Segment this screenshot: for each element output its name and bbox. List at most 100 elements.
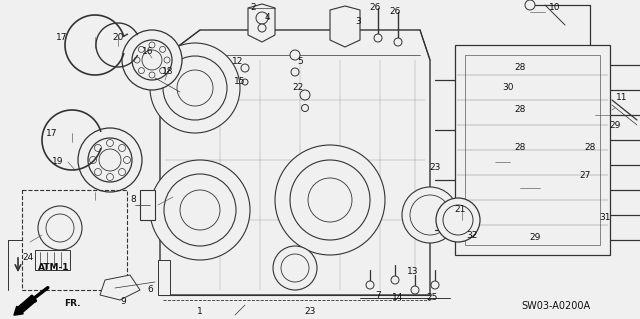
Circle shape — [138, 68, 145, 74]
Circle shape — [410, 195, 450, 235]
Polygon shape — [248, 4, 275, 42]
Bar — [35, 250, 70, 270]
Text: 21: 21 — [454, 205, 466, 214]
Text: 18: 18 — [163, 68, 173, 77]
Text: 27: 27 — [579, 170, 591, 180]
Circle shape — [118, 145, 125, 152]
Circle shape — [88, 138, 132, 182]
Text: 17: 17 — [46, 129, 58, 137]
Circle shape — [122, 30, 182, 90]
Circle shape — [106, 174, 113, 181]
Circle shape — [118, 168, 125, 175]
Circle shape — [431, 281, 439, 289]
Circle shape — [99, 149, 121, 171]
Text: 1: 1 — [197, 308, 203, 316]
Text: 20: 20 — [112, 33, 124, 41]
Text: 29: 29 — [529, 234, 541, 242]
Text: SW03-A0200A: SW03-A0200A — [522, 301, 591, 311]
Text: 28: 28 — [515, 63, 525, 72]
Text: 30: 30 — [502, 84, 514, 93]
Text: 23: 23 — [304, 308, 316, 316]
Circle shape — [78, 128, 142, 192]
Text: 4: 4 — [264, 13, 270, 23]
Circle shape — [138, 46, 145, 52]
Circle shape — [308, 178, 352, 222]
Circle shape — [281, 254, 309, 282]
Circle shape — [525, 0, 535, 10]
Circle shape — [290, 160, 370, 240]
Text: 7: 7 — [375, 291, 381, 300]
Circle shape — [366, 281, 374, 289]
Circle shape — [273, 246, 317, 290]
Bar — [455, 45, 610, 255]
Circle shape — [275, 145, 385, 255]
Text: 9: 9 — [120, 298, 126, 307]
Text: 15: 15 — [234, 78, 246, 86]
Circle shape — [38, 206, 82, 250]
Text: 24: 24 — [22, 254, 34, 263]
Circle shape — [149, 72, 155, 78]
Text: 8: 8 — [130, 196, 136, 204]
Text: 2: 2 — [250, 4, 256, 12]
Text: 28: 28 — [584, 144, 596, 152]
Text: ATM-1: ATM-1 — [38, 263, 70, 272]
Circle shape — [291, 68, 299, 76]
FancyArrow shape — [14, 295, 36, 315]
Text: 10: 10 — [549, 4, 561, 12]
Circle shape — [391, 276, 399, 284]
Circle shape — [164, 57, 170, 63]
Circle shape — [134, 57, 140, 63]
Circle shape — [394, 38, 402, 46]
Text: 23: 23 — [429, 164, 441, 173]
Circle shape — [411, 286, 419, 294]
Text: 6: 6 — [147, 286, 153, 294]
Circle shape — [180, 190, 220, 230]
Text: 22: 22 — [292, 84, 303, 93]
Circle shape — [159, 68, 166, 74]
Polygon shape — [330, 6, 360, 47]
Circle shape — [142, 50, 162, 70]
Circle shape — [132, 40, 172, 80]
Circle shape — [159, 46, 166, 52]
Text: FR.: FR. — [64, 300, 81, 308]
Text: 26: 26 — [369, 4, 381, 12]
Polygon shape — [100, 275, 140, 300]
Text: 14: 14 — [392, 293, 404, 302]
Circle shape — [106, 139, 113, 146]
Polygon shape — [140, 190, 155, 220]
Bar — [22, 190, 127, 290]
Circle shape — [301, 105, 308, 112]
Text: 13: 13 — [407, 268, 419, 277]
Text: 26: 26 — [389, 8, 401, 17]
Text: 32: 32 — [467, 231, 477, 240]
Text: 3: 3 — [355, 18, 361, 26]
Circle shape — [150, 160, 250, 260]
Circle shape — [290, 50, 300, 60]
Circle shape — [95, 145, 102, 152]
Text: 17: 17 — [56, 33, 68, 42]
Circle shape — [90, 157, 97, 164]
Circle shape — [436, 198, 480, 242]
Text: 28: 28 — [515, 106, 525, 115]
Text: 16: 16 — [142, 48, 154, 56]
Text: 12: 12 — [232, 57, 244, 66]
Circle shape — [242, 79, 248, 85]
Circle shape — [95, 168, 102, 175]
Circle shape — [149, 42, 155, 48]
Circle shape — [300, 90, 310, 100]
Text: 31: 31 — [599, 213, 611, 222]
Text: 29: 29 — [609, 121, 621, 130]
Circle shape — [402, 187, 458, 243]
Circle shape — [164, 174, 236, 246]
Polygon shape — [158, 260, 170, 295]
Text: 5: 5 — [297, 57, 303, 66]
Circle shape — [46, 214, 74, 242]
Circle shape — [177, 70, 213, 106]
Bar — [465, 55, 600, 245]
Circle shape — [124, 157, 131, 164]
Circle shape — [443, 205, 473, 235]
Circle shape — [256, 12, 268, 24]
Circle shape — [374, 34, 382, 42]
Circle shape — [258, 24, 266, 32]
Polygon shape — [160, 30, 430, 295]
